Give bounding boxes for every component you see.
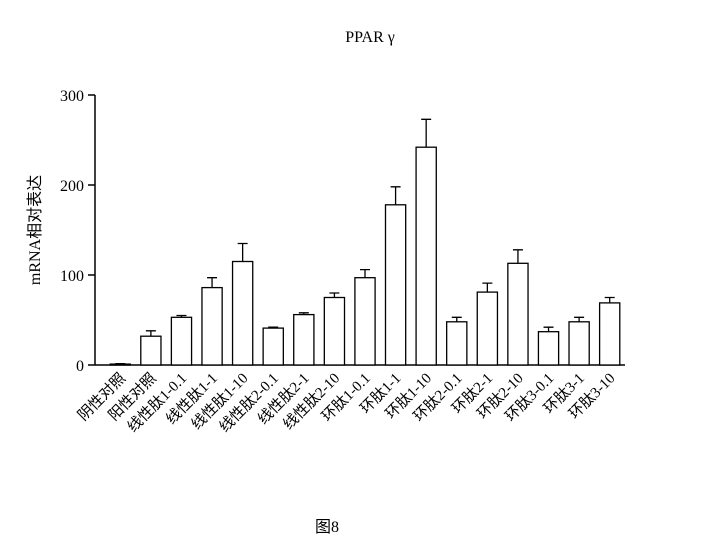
bar	[415, 146, 437, 366]
error-bar	[604, 296, 615, 303]
bar	[507, 262, 529, 366]
bar	[598, 302, 621, 366]
y-tick-label: 200	[60, 178, 84, 195]
error-bar	[176, 314, 187, 318]
bar	[384, 204, 407, 366]
error-bar	[329, 292, 340, 298]
error-bar	[268, 326, 279, 329]
error-bar	[543, 326, 554, 332]
bar	[568, 321, 590, 366]
error-bar	[390, 186, 401, 205]
bar	[201, 286, 223, 366]
bar	[323, 296, 346, 366]
error-bar	[512, 249, 523, 264]
error-bar	[360, 268, 370, 278]
error-bar	[145, 330, 156, 337]
error-bar	[207, 277, 218, 288]
figure-caption: 图8	[315, 519, 339, 536]
y-tick-label: 300	[60, 88, 84, 105]
error-bar	[482, 282, 493, 293]
error-bar	[451, 316, 462, 322]
chart-title: PPAR γ	[345, 29, 395, 46]
bar	[476, 291, 499, 366]
bar	[231, 260, 254, 366]
bar	[354, 277, 376, 366]
bar	[446, 321, 468, 366]
error-bar	[574, 316, 585, 322]
bar	[170, 316, 193, 366]
error-bar	[421, 118, 432, 148]
y-axis-label: mRNA相对表达	[26, 175, 44, 285]
bar	[537, 331, 560, 366]
y-tick-label: 0	[76, 358, 84, 375]
bar	[262, 327, 284, 366]
error-bar	[298, 312, 309, 315]
error-bar	[237, 242, 248, 262]
bar	[293, 313, 315, 366]
bar	[140, 335, 162, 366]
y-tick-label: 100	[60, 268, 84, 285]
